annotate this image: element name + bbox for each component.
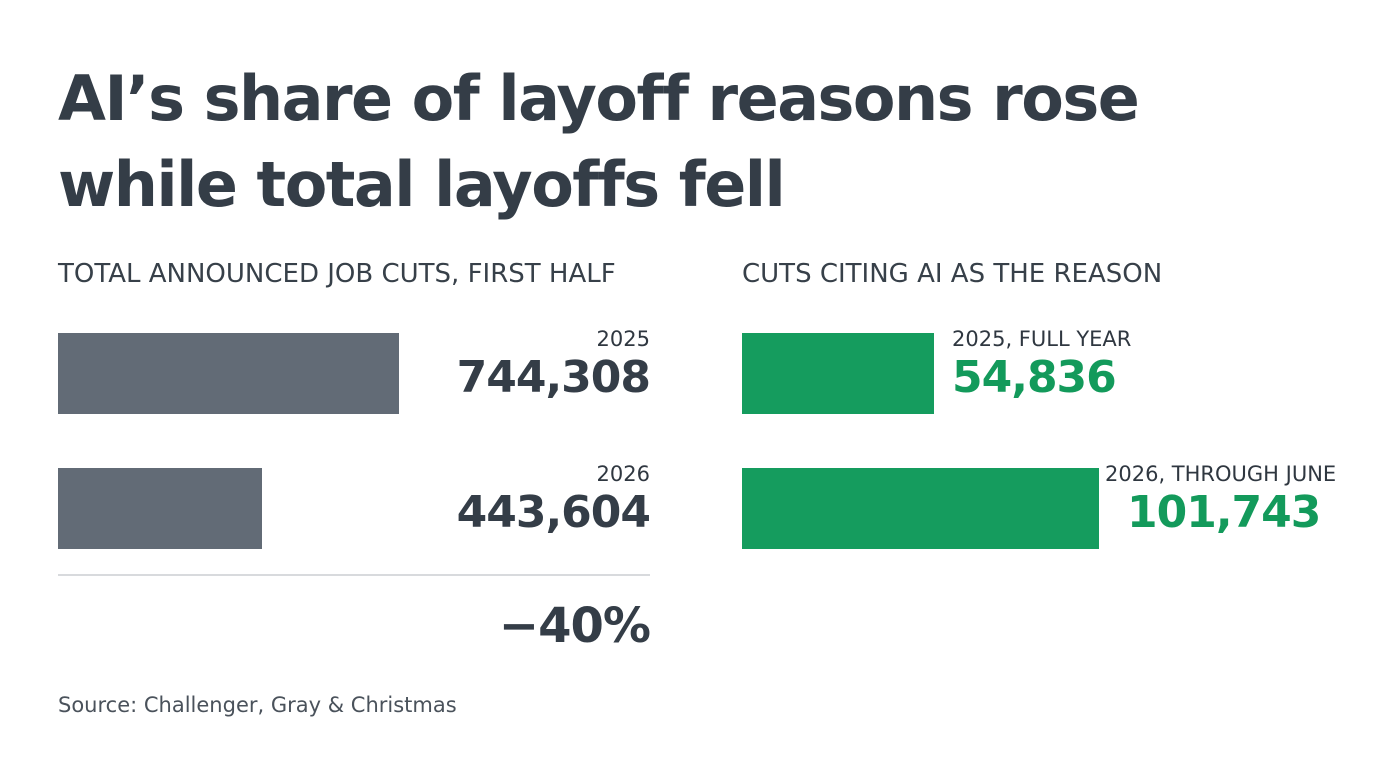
value-label-2025-ai: 54,836 [952,352,1117,403]
value-label-2026-ai: 101,743 [1127,487,1321,538]
left-panel-title: TOTAL ANNOUNCED JOB CUTS, FIRST HALF [58,259,616,289]
bar-total-2025 [58,333,399,414]
divider-line [58,574,650,576]
chart-title: AI’s share of layoff reasons rose while … [58,56,1318,228]
percent-change-label: −40% [498,598,651,654]
category-label-2026-total: 2026 [596,462,650,486]
category-label-2025-total: 2025 [596,327,650,351]
title-line-1: AI’s share of layoff reasons rose [58,62,1140,135]
title-line-2: while total layoffs fell [58,148,786,221]
bar-total-2026 [58,468,262,549]
category-label-2026-ai: 2026, THROUGH JUNE [1105,462,1337,486]
category-label-2025-ai: 2025, FULL YEAR [952,327,1132,351]
bar-ai-2025 [742,333,934,414]
value-label-2026-total: 443,604 [456,487,651,538]
source-note: Source: Challenger, Gray & Christmas [58,693,457,717]
bar-ai-2026 [742,468,1099,549]
right-panel-title: CUTS CITING AI AS THE REASON [742,259,1163,289]
value-label-2025-total: 744,308 [456,352,651,403]
